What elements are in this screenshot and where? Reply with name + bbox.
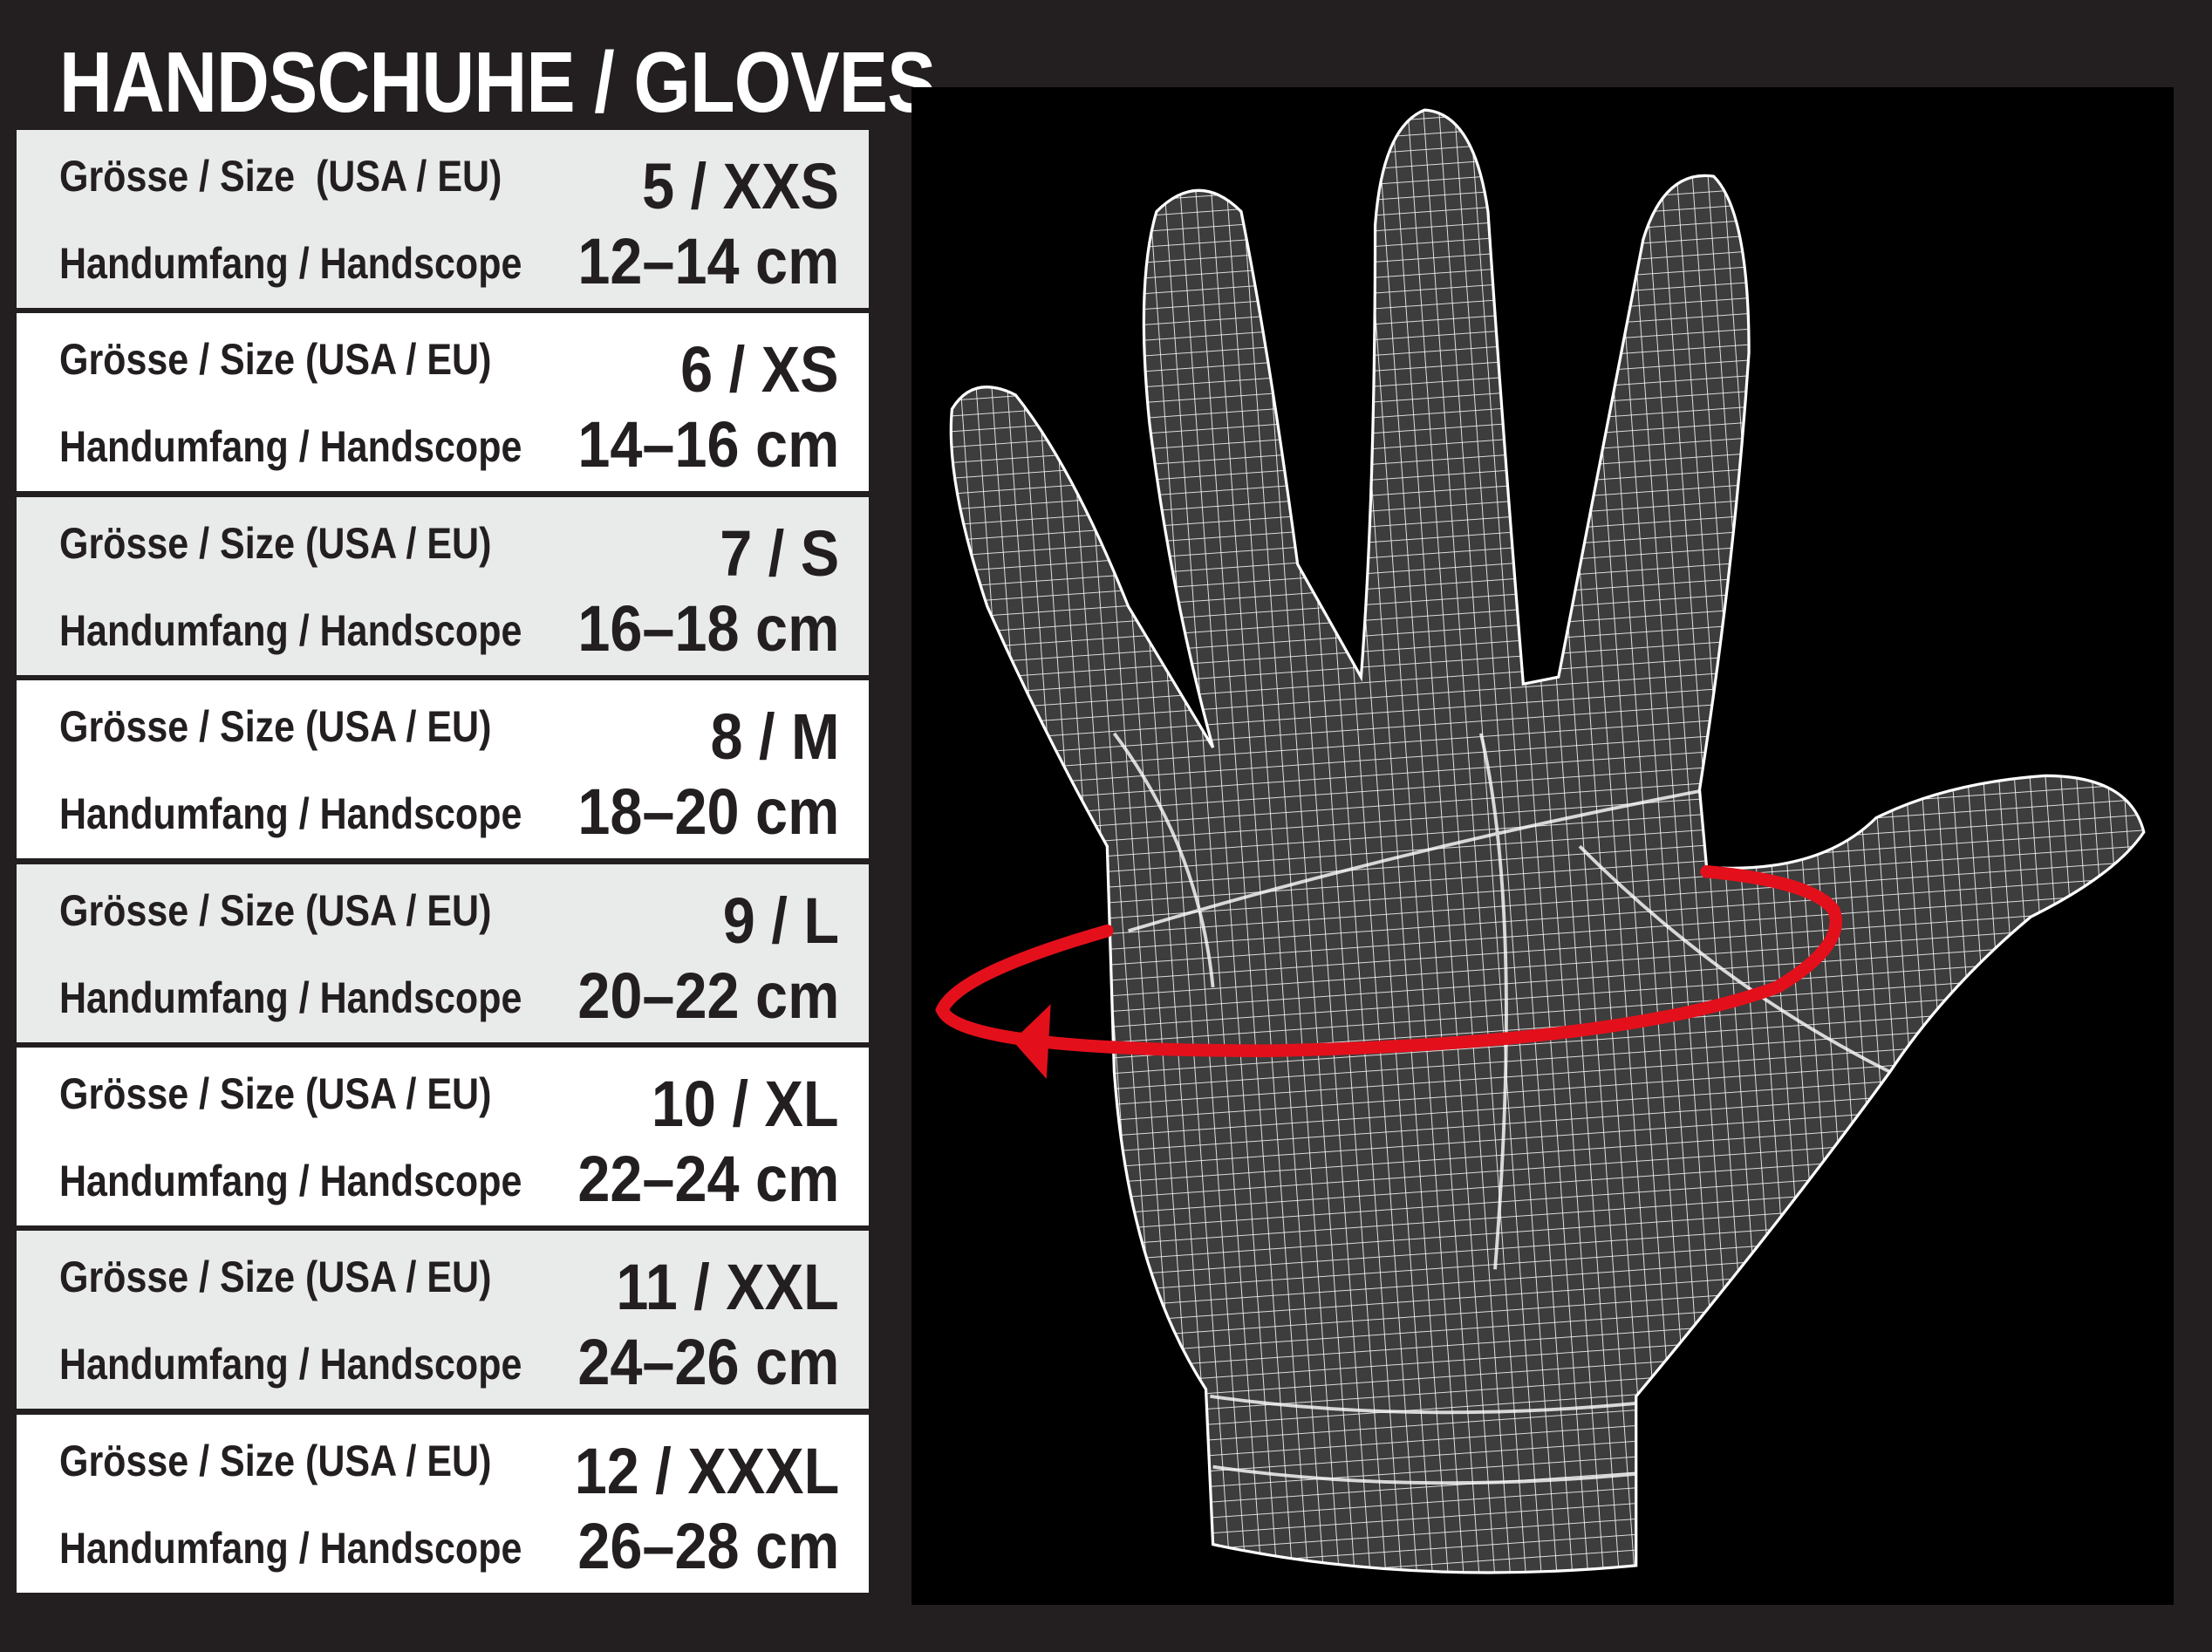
size-row: Grösse / Size (USA / EU) 10 / XL Handumfan… <box>17 1048 869 1225</box>
size-value: 9 / L <box>722 884 839 957</box>
size-row: Grösse / Size (USA / EU) 6 / XS Handumfang… <box>17 313 869 492</box>
handscope-label: Handumfang / Handscope <box>59 605 522 655</box>
size-label: Grösse / Size (USA / EU) <box>59 702 492 752</box>
handscope-label: Handumfang / Handscope <box>59 239 522 288</box>
size-label: Grösse / Size (USA / EU) <box>59 1069 492 1118</box>
wireframe-hand-icon <box>949 108 2146 1574</box>
size-label: Grösse / Size (USA / EU) <box>59 1436 492 1485</box>
handscope-label: Handumfang / Handscope <box>59 789 522 839</box>
handscope-value: 14–16 cm <box>577 408 839 481</box>
handscope-label: Handumfang / Handscope <box>59 422 522 472</box>
size-row: Grösse / Size (USA / EU) 9 / L Handumfang … <box>17 864 869 1042</box>
size-row: Grösse / Size (USA / EU) 5 / XXS Handumfan… <box>17 130 869 308</box>
size-value: 12 / XXXL <box>574 1434 839 1507</box>
handscope-value: 24–26 cm <box>577 1326 839 1399</box>
handscope-label: Handumfang / Handscope <box>59 1340 522 1389</box>
size-value: 8 / M <box>709 700 839 774</box>
size-row: Grösse / Size (USA / EU) 12 / XXXL Handumf… <box>17 1414 869 1593</box>
size-value: 11 / XXL <box>616 1251 839 1324</box>
size-row: Grösse / Size (USA / EU) 11 / XXL Handumfa… <box>17 1231 869 1410</box>
handscope-label: Handumfang / Handscope <box>59 1523 522 1573</box>
handscope-value: 20–22 cm <box>577 959 839 1032</box>
size-row: Grösse / Size (USA / EU) 8 / M Handumfang … <box>17 680 869 859</box>
handscope-value: 26–28 cm <box>577 1509 839 1582</box>
handscope-value: 12–14 cm <box>577 225 839 297</box>
size-label: Grösse / Size (USA / EU) <box>59 885 492 935</box>
size-row: Grösse / Size (USA / EU) 7 / S Handumfang … <box>17 496 869 675</box>
handscope-label: Handumfang / Handscope <box>59 1157 522 1205</box>
size-value: 7 / S <box>720 516 839 590</box>
size-label: Grösse / Size (USA / EU) <box>59 1253 492 1302</box>
size-value: 5 / XXS <box>642 150 839 222</box>
handscope-value: 16–18 cm <box>577 591 839 665</box>
size-label: Grösse / Size (USA / EU) <box>59 335 492 385</box>
size-value: 6 / XS <box>680 333 839 406</box>
size-label: Grösse / Size (USA / EU) <box>59 152 502 201</box>
handscope-label: Handumfang / Handscope <box>59 973 522 1022</box>
circumference-arrow-icon <box>935 865 1843 1080</box>
size-label: Grösse / Size (USA / EU) <box>59 518 492 568</box>
page-title: HANDSCHUHE / GLOVES <box>59 34 936 130</box>
size-value: 10 / XL <box>652 1068 839 1140</box>
handscope-value: 22–24 cm <box>577 1143 839 1215</box>
handscope-value: 18–20 cm <box>577 775 839 849</box>
